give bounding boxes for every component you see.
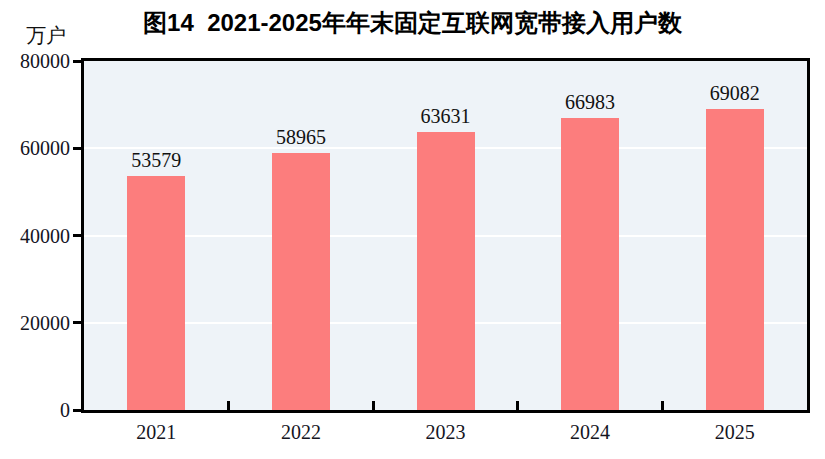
bar-2022 xyxy=(272,153,330,410)
y-axis-label-0: 0 xyxy=(0,397,70,423)
bar-2025 xyxy=(706,109,764,410)
bar-value-label-2022: 58965 xyxy=(241,126,361,148)
bar-value-label-2025: 69082 xyxy=(675,82,795,104)
x-axis-label-2022: 2022 xyxy=(256,419,346,445)
bar-2024 xyxy=(561,118,619,410)
y-axis-label-40000: 40000 xyxy=(0,223,70,249)
y-axis-label-80000: 80000 xyxy=(0,48,70,74)
y-axis-tick-40000 xyxy=(73,234,82,237)
y-axis-tick-20000 xyxy=(73,321,82,324)
bar-value-label-2023: 63631 xyxy=(386,105,506,127)
bar-2023 xyxy=(417,132,475,410)
x-axis-label-2025: 2025 xyxy=(690,419,780,445)
y-axis-tick-0 xyxy=(73,409,82,412)
bar-value-label-2024: 66983 xyxy=(530,91,650,113)
y-axis-tick-60000 xyxy=(73,147,82,150)
y-axis-unit-label: 万户 xyxy=(26,24,66,46)
bar-value-label-2021: 53579 xyxy=(96,149,216,171)
x-axis-label-2024: 2024 xyxy=(545,419,635,445)
plot-area: 53579 58965 63631 66983 69082 xyxy=(81,58,810,413)
x-axis-label-2021: 2021 xyxy=(111,419,201,445)
chart-title: 图14 2021-2025年年末固定互联网宽带接入用户数 xyxy=(0,8,825,38)
chart-figure: 图14 2021-2025年年末固定互联网宽带接入用户数 万户 53579 589… xyxy=(0,0,825,459)
x-axis-tick-2 xyxy=(372,401,375,410)
x-axis-tick-3 xyxy=(516,401,519,410)
y-axis-tick-80000 xyxy=(73,60,82,63)
x-axis-label-2023: 2023 xyxy=(401,419,491,445)
x-axis-tick-4 xyxy=(661,401,664,410)
x-axis-tick-1 xyxy=(227,401,230,410)
y-axis-label-60000: 60000 xyxy=(0,135,70,161)
y-axis-label-20000: 20000 xyxy=(0,310,70,336)
bar-2021 xyxy=(127,176,185,410)
